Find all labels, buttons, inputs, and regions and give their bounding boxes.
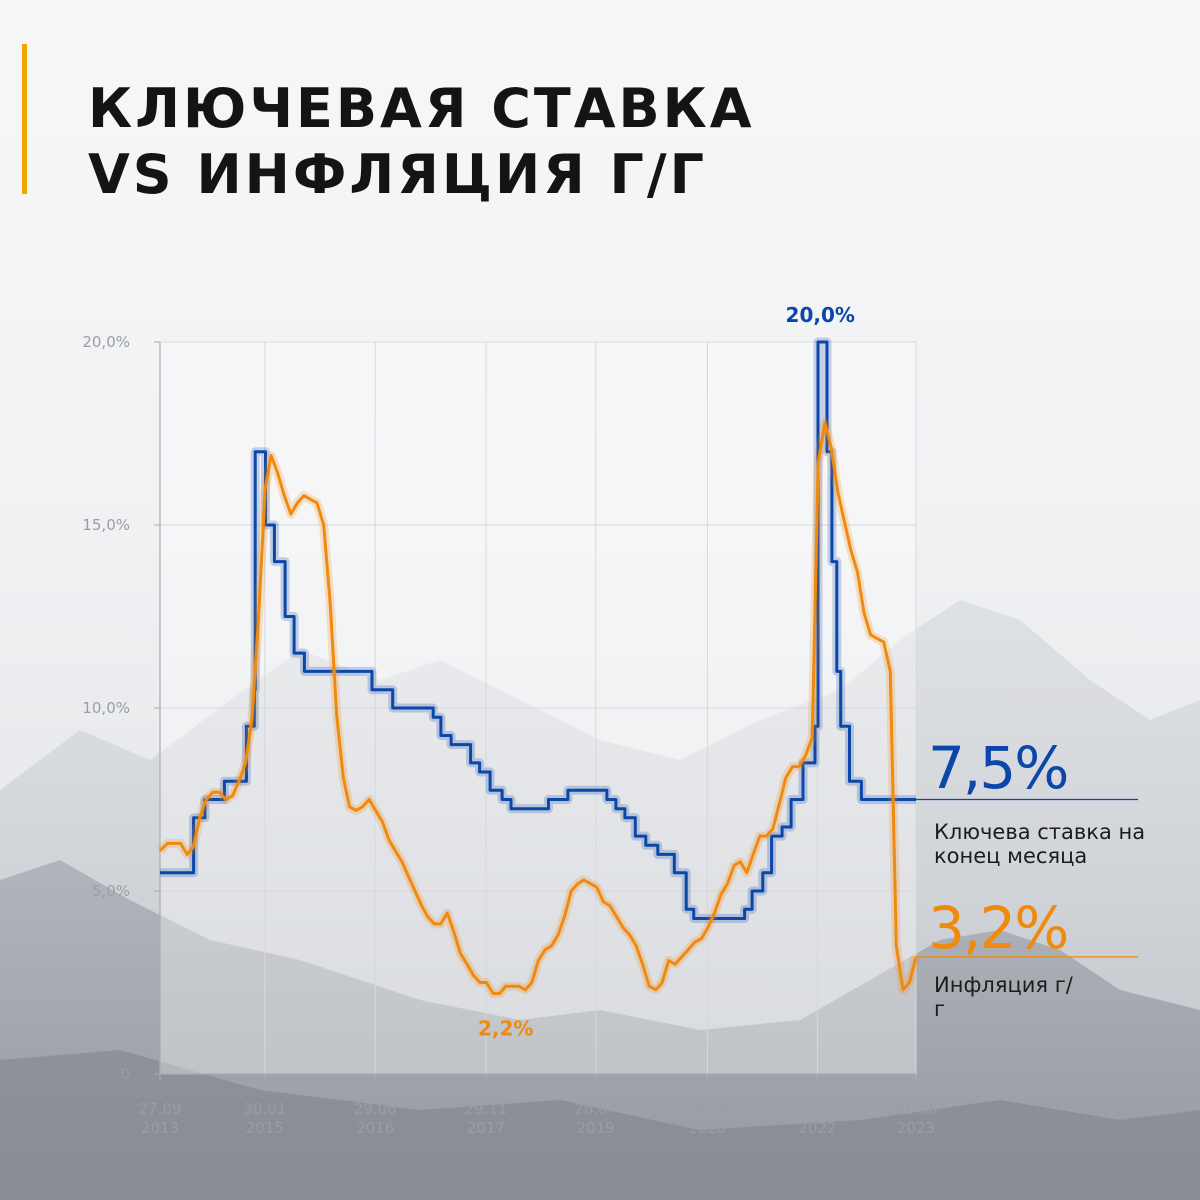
series-lines <box>156 337 921 998</box>
inflation-annotation: 2,2% <box>478 1016 533 1040</box>
x-axis-ticks: 27.09 2013 30.01 2015 29.06 2016 29.11 2017 26.0… <box>139 1074 938 1137</box>
inflation-legend-label: Инфляция г/г <box>934 973 1073 1021</box>
page-title: КЛЮЧЕВАЯ СТАВКА VS ИНФЛЯЦИЯ Г/Г <box>88 76 755 208</box>
x-tick-label: 27.09 2013 <box>139 1100 182 1137</box>
x-tick-label: 29.09 2020 <box>686 1100 729 1137</box>
y-axis-ticks: 0 5,0% 10,0% 15,0% 20,0% <box>82 333 160 1083</box>
x-tick-label: 25.02 2022 <box>796 1100 839 1137</box>
y-tick-label: 5,0% <box>92 882 130 900</box>
y-tick-label: 15,0% <box>82 516 130 534</box>
annotations: 20,0% 2,2% <box>478 303 855 1040</box>
y-tick-label: 0 <box>120 1065 130 1083</box>
title-line-2: VS ИНФЛЯЦИЯ Г/Г <box>88 143 708 206</box>
key_rate-line <box>160 340 916 920</box>
accent-bar <box>22 44 27 194</box>
inflation-current-value: 3,2% <box>928 894 1069 962</box>
y-tick-label: 20,0% <box>82 333 130 351</box>
x-tick-label: 30.01 2015 <box>243 1100 286 1137</box>
title-line-1: КЛЮЧЕВАЯ СТАВКА <box>88 77 755 140</box>
x-tick-label: 01.06 2023 <box>895 1100 938 1137</box>
key-rate-legend-label: Ключева ставка на конец месяца <box>934 820 1146 868</box>
inflation-line <box>158 421 918 995</box>
x-tick-label: 26.04 2019 <box>574 1100 617 1137</box>
x-tick-label: 29.11 2017 <box>465 1100 508 1137</box>
y-tick-label: 10,0% <box>82 699 130 717</box>
key-rate-current-value: 7,5% <box>928 734 1069 802</box>
x-tick-label: 29.06 2016 <box>354 1100 397 1137</box>
key_rate-annotation: 20,0% <box>786 303 855 327</box>
foreground-ridge <box>0 1050 1200 1200</box>
legend-guides <box>916 798 1138 958</box>
